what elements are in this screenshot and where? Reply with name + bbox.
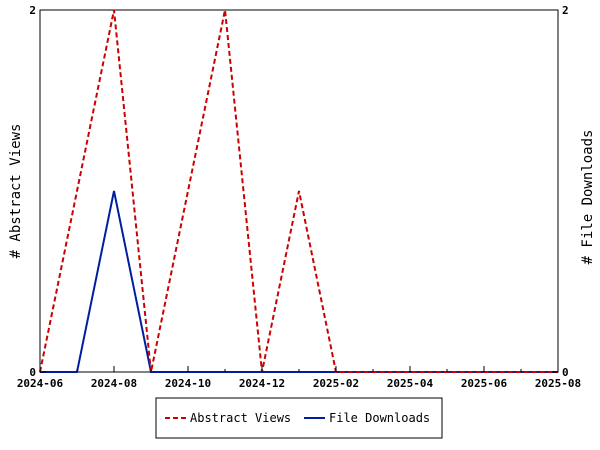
legend: Abstract Views File Downloads bbox=[155, 397, 443, 439]
legend-box bbox=[155, 397, 443, 439]
x-tick-label: 2024-06 bbox=[17, 377, 64, 390]
y-tick-label-left: 2 bbox=[29, 4, 36, 17]
x-tick-label: 2024-10 bbox=[165, 377, 211, 390]
legend-label-file-downloads: File Downloads bbox=[329, 411, 430, 425]
ticks-layer: 2024-06 2024-08 2024-10 2024-12 2025-02 2025-… bbox=[17, 4, 581, 390]
y-axis-title-left: # Abstract Views bbox=[8, 124, 24, 259]
y-axis-title-right: # File Downloads bbox=[580, 130, 596, 265]
x-tick-label: 2025-08 bbox=[535, 377, 581, 390]
legend-label-abstract-views: Abstract Views bbox=[190, 411, 291, 425]
x-tick-label: 2025-04 bbox=[387, 377, 434, 390]
y-tick-label-right: 0 bbox=[562, 366, 569, 379]
x-tick-label: 2025-06 bbox=[461, 377, 508, 390]
x-tick-label: 2024-08 bbox=[91, 377, 137, 390]
series-line-abstract-views bbox=[39, 9, 558, 373]
y-tick-label-right: 2 bbox=[562, 4, 569, 17]
x-tick-label: 2024-12 bbox=[239, 377, 285, 390]
x-tick-label: 2025-02 bbox=[313, 377, 359, 390]
y-tick-label-left: 0 bbox=[29, 366, 36, 379]
